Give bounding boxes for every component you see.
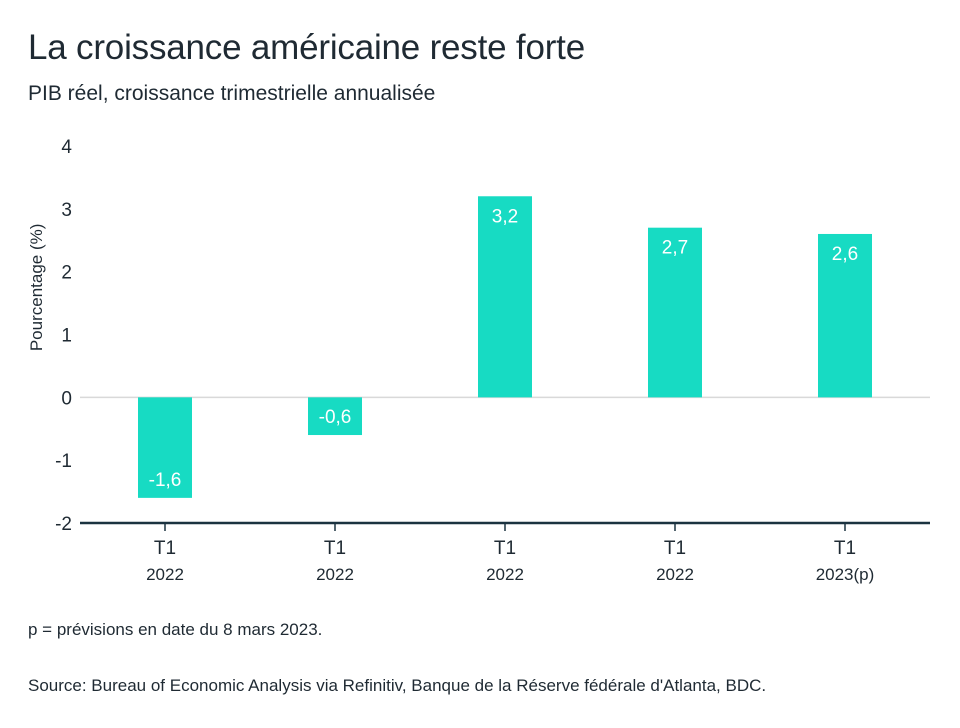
bar [308,397,362,436]
data-label: 2,7 [662,238,688,259]
y-tick-label: 4 [61,137,72,158]
chart-title: La croissance américaine reste forte [28,28,585,67]
chart-subtitle: PIB réel, croissance trimestrielle annua… [28,82,436,105]
y-tick-label: 0 [61,388,72,409]
y-tick-label: 3 [61,200,72,221]
bar [648,227,702,398]
x-tick-label-quarter: T1 [834,538,856,559]
x-tick-label-year: 2022 [656,565,694,584]
data-label: -0,6 [319,407,352,428]
forecast-footnote: p = prévisions en date du 8 mars 2023. [28,620,323,639]
data-label: 2,6 [832,244,858,265]
data-label: 3,2 [492,206,518,227]
bar [818,233,872,398]
x-tick-label-quarter: T1 [324,538,346,559]
source-note: Source: Bureau of Economic Analysis via … [28,676,767,695]
y-tick-label: -1 [55,451,72,472]
x-tick-label-year: 2022 [486,565,524,584]
x-tick-label-quarter: T1 [494,538,516,559]
y-tick-label: 2 [61,263,72,284]
x-tick-label-year: 2023(p) [816,565,875,584]
x-tick-label-year: 2022 [146,565,184,584]
y-axis-label: Pourcentage (%) [27,224,46,352]
y-tick-label: 1 [61,326,72,347]
x-tick-label-quarter: T1 [664,538,686,559]
bar [138,397,192,498]
x-tick-label-year: 2022 [316,565,354,584]
bar-chart: 4 3 2 1 0 -1 -2 Pourcentage (%) -1,6 T1 2022 -0,6 T1… [27,137,930,584]
y-tick-label: -2 [55,514,72,535]
x-tick-label-quarter: T1 [154,538,176,559]
bar [478,196,532,398]
data-label: -1,6 [149,470,182,491]
